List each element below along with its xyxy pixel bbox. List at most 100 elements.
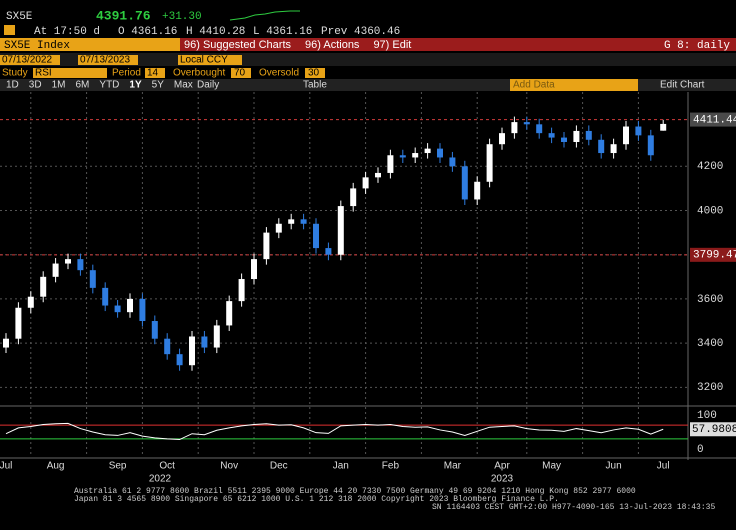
candle-body: [474, 181, 481, 200]
range-button[interactable]: 1Y: [129, 80, 142, 91]
x-tick-label: Nov: [220, 461, 238, 472]
candle-body: [350, 188, 357, 207]
candle-body: [201, 336, 208, 348]
page-label: G 8: daily: [664, 40, 730, 52]
candle-body: [399, 155, 406, 158]
candle-body: [40, 276, 47, 297]
candle-body: [251, 259, 257, 280]
candle-body: [77, 259, 84, 271]
sparkline: [229, 10, 300, 21]
y-tick-label: 4200: [697, 161, 723, 173]
start-field[interactable]: [0, 55, 60, 65]
candle-body: [89, 270, 96, 288]
edit-chart[interactable]: Edit Chart: [660, 80, 705, 91]
candle-body: [114, 305, 121, 313]
study: RSI: [35, 68, 52, 79]
candle-body: [3, 338, 9, 348]
candle-body: [325, 248, 332, 255]
candle-body: [412, 153, 419, 158]
candle-body: [102, 287, 109, 306]
candle-body: [151, 321, 158, 339]
currency: Local CCY: [180, 55, 228, 66]
start-date: 07/13/2022: [2, 55, 52, 66]
candle-body: [362, 177, 369, 189]
candle-body: [499, 133, 505, 145]
candle-body: [288, 219, 295, 224]
quote-time: At 17:50 d: [34, 26, 100, 38]
candle-body: [52, 263, 59, 277]
candle-body: [164, 338, 171, 355]
candle-body: [139, 298, 146, 322]
menu-item[interactable]: 96) Actions: [305, 39, 360, 51]
rsi-label-box: [690, 422, 736, 437]
period-field[interactable]: [145, 68, 165, 78]
menu-item[interactable]: 96) Suggested Charts: [184, 39, 292, 51]
security: SX5E Index: [4, 40, 70, 52]
candle-body: [127, 298, 133, 313]
x-tick-label: Oct: [159, 461, 175, 472]
range-button[interactable]: YTD: [99, 80, 119, 91]
quote-open: O 4361.16: [118, 26, 177, 38]
reference-label-box: [690, 247, 736, 262]
frequency[interactable]: Daily: [197, 80, 219, 91]
change: +31.30: [162, 11, 202, 23]
range-button[interactable]: Max: [174, 80, 193, 91]
security-box[interactable]: [0, 38, 180, 51]
x-tick-label: May: [542, 461, 561, 472]
reference-label: 4411.44: [693, 114, 736, 126]
study-label: Study: [2, 68, 28, 79]
study-field[interactable]: [33, 68, 107, 78]
year-label: 2022: [149, 474, 172, 485]
x-tick-label: Jun: [606, 461, 622, 472]
period: 14: [147, 68, 159, 79]
candle-body: [375, 172, 381, 178]
overbought-field[interactable]: [231, 68, 251, 78]
candle-body: [635, 126, 642, 136]
range-button[interactable]: 6M: [76, 80, 90, 91]
currency-field[interactable]: [178, 55, 242, 65]
reference-label-box: [690, 112, 736, 127]
x-tick-label: Apr: [494, 461, 510, 472]
y-tick-label: 3400: [697, 338, 723, 350]
overbought: 70: [234, 68, 246, 79]
quote-prev: Prev 4360.46: [321, 26, 400, 38]
candle-body: [647, 135, 654, 156]
candle-body: [337, 206, 344, 255]
range-button[interactable]: 1M: [52, 80, 66, 91]
range-button[interactable]: 5Y: [152, 80, 165, 91]
rsi-tick-label: 0: [697, 444, 704, 456]
quote-low: L 4361.16: [253, 26, 312, 38]
end-field[interactable]: [78, 55, 138, 65]
x-tick-label: Sep: [109, 461, 127, 472]
candle-body: [27, 296, 34, 308]
table-button[interactable]: Table: [303, 80, 327, 91]
candle-body: [300, 219, 307, 224]
candle-body: [65, 259, 71, 264]
candle-body: [226, 301, 233, 326]
rsi-line: [5, 422, 664, 441]
candle-body: [189, 336, 195, 366]
oversold-field[interactable]: [305, 68, 325, 78]
menu-item[interactable]: 97) Edit: [373, 39, 411, 51]
add-data-field[interactable]: [510, 79, 638, 91]
candle-body: [486, 144, 493, 182]
candle-body: [523, 122, 530, 125]
candle-body: [561, 137, 567, 142]
x-tick-label: Jul: [657, 461, 670, 472]
candle-body: [449, 157, 456, 167]
oversold: 30: [308, 68, 320, 79]
range-button[interactable]: 3D: [29, 80, 42, 91]
quote-high: H 4410.28: [186, 26, 245, 38]
year-label: 2023: [491, 474, 514, 485]
menu-bar: [180, 38, 736, 51]
candle-body: [660, 123, 667, 131]
candle-body: [573, 130, 580, 142]
candle-body: [511, 122, 518, 134]
add-data: Add Data: [513, 80, 555, 91]
candle-body: [263, 232, 270, 260]
candle-body: [461, 166, 468, 200]
candle-body: [313, 223, 319, 249]
range-button[interactable]: 1D: [6, 80, 19, 91]
